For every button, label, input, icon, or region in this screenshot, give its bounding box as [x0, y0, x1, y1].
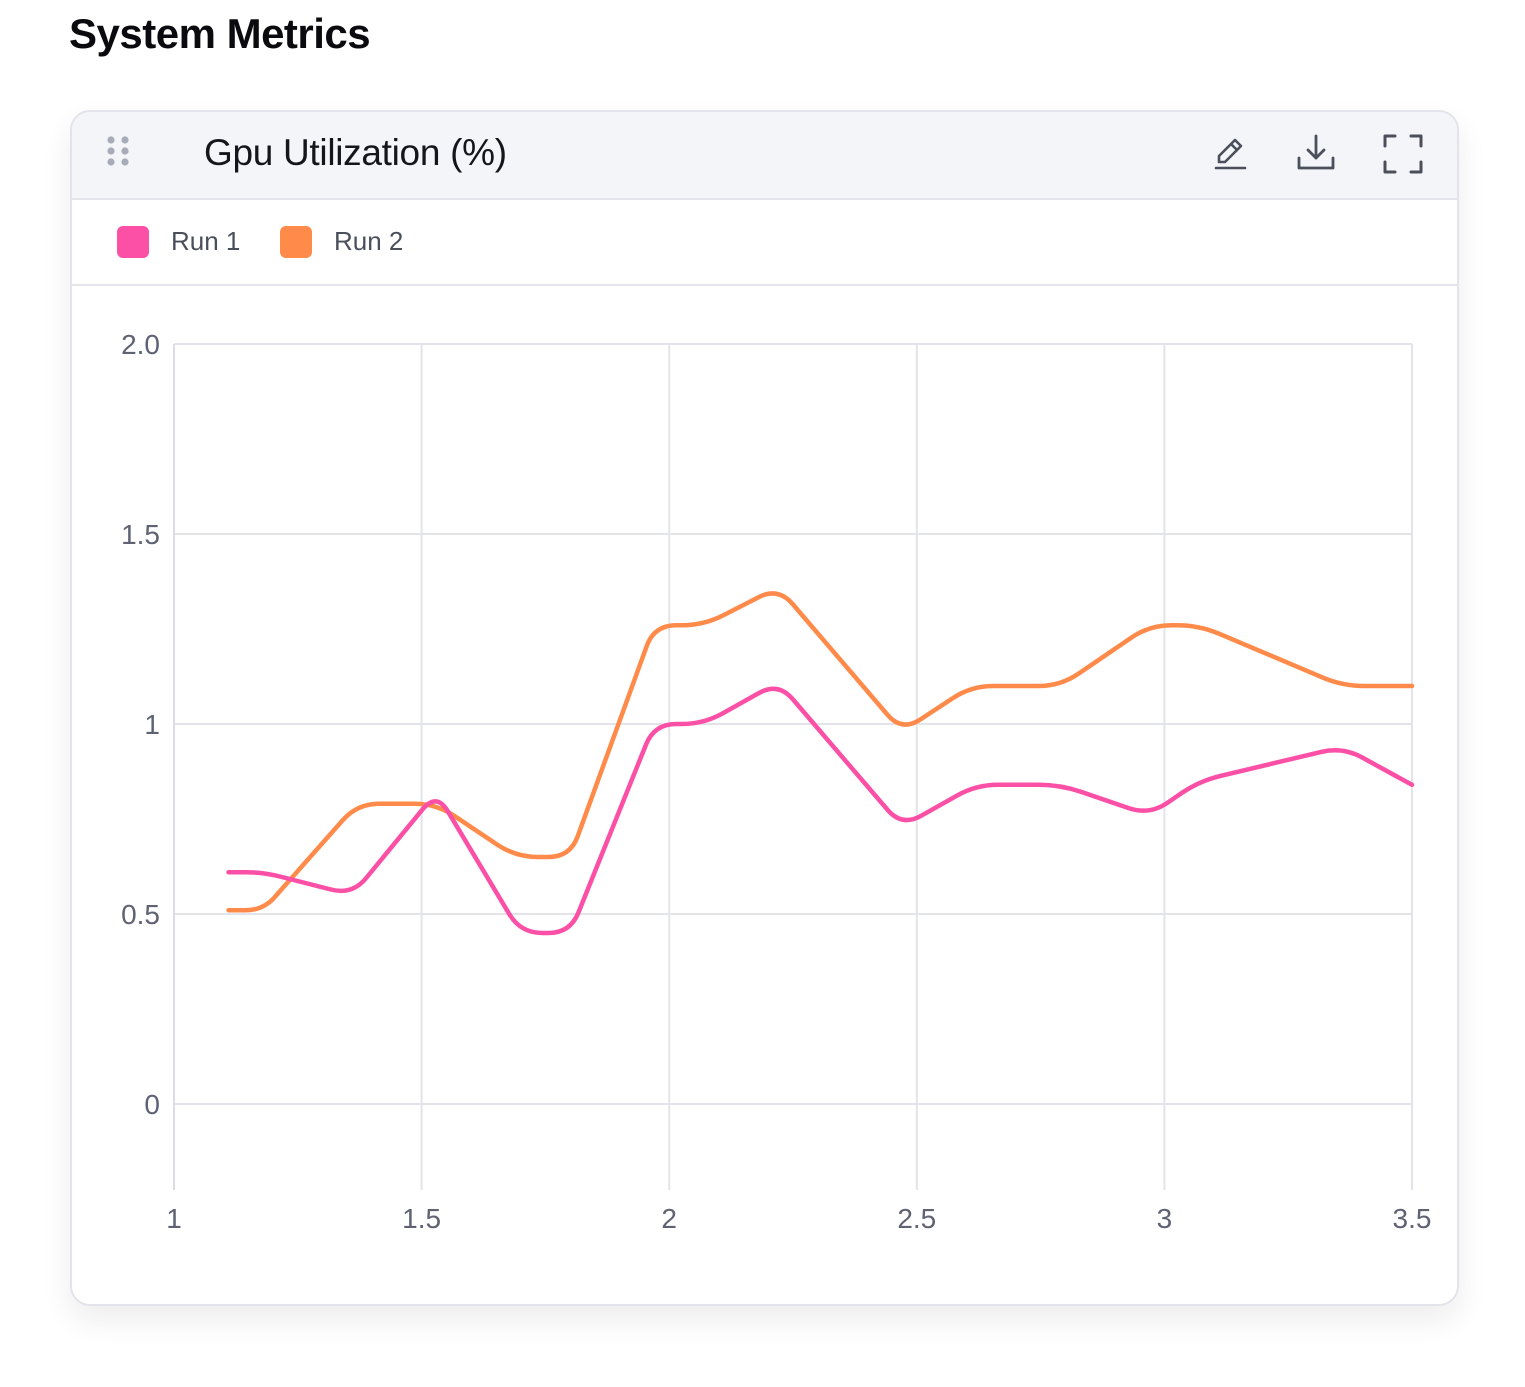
tick-labels: 0 0.5 1 1.5 2.0 1 1.5 2 2.5 3 3.5	[121, 329, 1431, 1234]
x-tick-label: 1.5	[402, 1203, 441, 1234]
x-tick-label: 2.5	[897, 1203, 936, 1234]
legend-label-run-1: Run 1	[171, 226, 241, 256]
section-title: System Metrics	[69, 10, 371, 57]
legend-swatch-run-1	[117, 226, 149, 258]
y-tick-label: 0.5	[121, 899, 160, 930]
x-tick-label: 3	[1157, 1203, 1173, 1234]
drag-handle-icon[interactable]	[106, 136, 132, 172]
panel-title: Gpu Utilization (%)	[204, 132, 507, 173]
download-icon[interactable]	[1294, 132, 1338, 176]
x-tick-label: 3.5	[1393, 1203, 1432, 1234]
series-line-run-1[interactable]	[226, 686, 1415, 936]
chart-legend: Run 1 Run 2	[72, 200, 1457, 286]
series-line-run-2[interactable]	[226, 591, 1415, 913]
y-tick-label: 0	[144, 1089, 160, 1120]
chart-panel: Gpu Utilization (%) Run 1 Run 2	[70, 110, 1459, 1306]
panel-header: Gpu Utilization (%)	[72, 112, 1457, 200]
y-tick-label: 1.5	[121, 519, 160, 550]
y-tick-label: 2.0	[121, 329, 160, 360]
legend-label-run-2: Run 2	[334, 226, 404, 256]
x-tick-label: 1	[166, 1203, 182, 1234]
edit-icon[interactable]	[1208, 132, 1252, 176]
x-tick-label: 2	[661, 1203, 677, 1234]
fullscreen-icon[interactable]	[1381, 132, 1425, 176]
y-tick-label: 1	[144, 709, 160, 740]
grid-lines	[173, 343, 1413, 1190]
series-lines	[226, 591, 1415, 936]
legend-swatch-run-2	[280, 226, 312, 258]
